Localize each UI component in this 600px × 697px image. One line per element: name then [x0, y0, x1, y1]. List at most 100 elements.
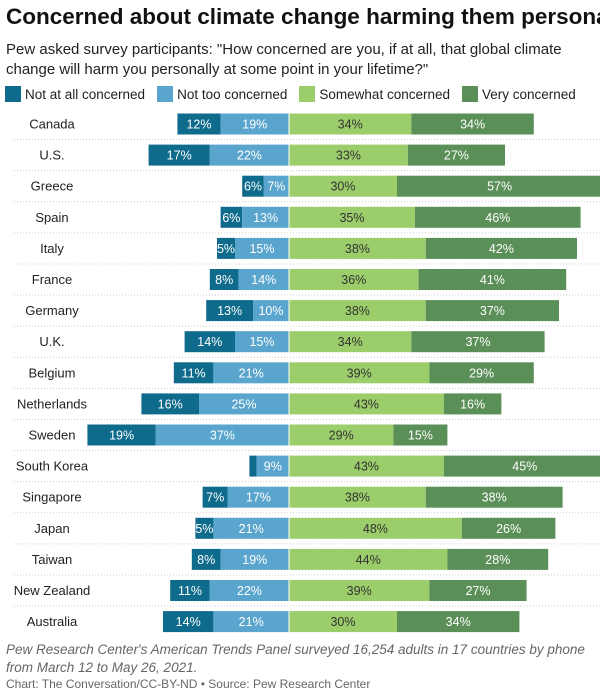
category-label: U.K. [39, 334, 64, 349]
data-label: 5% [217, 242, 235, 256]
bar-segment [155, 424, 289, 446]
data-label: 16% [158, 397, 183, 411]
category-label: Sweden [29, 428, 76, 443]
data-label: 38% [345, 491, 370, 505]
bar-segment [418, 269, 567, 290]
data-label: 6% [222, 211, 240, 225]
legend-item: Not too concerned [157, 86, 287, 102]
data-label: 34% [338, 118, 363, 132]
category-label: Singapore [22, 490, 81, 505]
data-label: 35% [339, 211, 364, 225]
bar-segment [220, 206, 243, 228]
data-label: 30% [330, 615, 355, 629]
bar-segment [289, 580, 430, 601]
bar-segment [242, 206, 289, 228]
data-label: 16% [460, 397, 485, 411]
data-label: 43% [354, 397, 379, 411]
bar-segment [235, 331, 289, 353]
footnote: Pew Research Center's American Trends Pa… [6, 642, 585, 675]
bar-segment [184, 331, 235, 353]
data-label: 48% [363, 522, 388, 536]
data-label: 7% [267, 180, 285, 194]
bar-segment [163, 611, 214, 633]
data-label: 39% [347, 366, 372, 380]
data-label: 36% [341, 273, 366, 287]
bar-segment [289, 331, 412, 353]
data-label: 39% [347, 584, 372, 598]
data-label: 21% [239, 615, 264, 629]
legend-label: Somewhat concerned [319, 86, 450, 102]
chart-title: Concerned about climate change harming t… [6, 4, 600, 29]
data-label: 29% [329, 429, 354, 443]
category-label: Australia [27, 614, 78, 629]
data-label: 9% [264, 460, 282, 474]
bar-segment [289, 424, 394, 446]
data-label: 12% [186, 118, 211, 132]
bar-segment [213, 362, 289, 384]
bar-segment [425, 300, 559, 322]
legend-item: Not at all concerned [5, 86, 145, 102]
bar-segment [289, 611, 397, 633]
data-label: 19% [242, 553, 267, 567]
category-label: Belgium [29, 365, 76, 380]
data-label: 14% [176, 615, 201, 629]
chart-subtitle: Pew asked survey participants: "How conc… [6, 41, 562, 78]
data-label: 26% [496, 522, 521, 536]
bar-segment [235, 237, 289, 259]
data-label: 42% [489, 242, 514, 256]
bar-segment [220, 113, 289, 135]
bar-segment [141, 393, 199, 415]
bar-segment [289, 486, 426, 508]
bar-segment [173, 362, 214, 384]
bar-segment [206, 300, 253, 322]
bar-segment [289, 269, 419, 290]
bar-segment [209, 269, 239, 290]
data-label: 38% [482, 491, 507, 505]
bar-segment [289, 175, 397, 197]
data-label: 8% [197, 553, 215, 567]
bar-segment [227, 486, 289, 508]
category-label: U.S. [39, 148, 64, 163]
legend-item: Somewhat concerned [299, 86, 450, 102]
bar-segment [177, 113, 221, 135]
data-label: 22% [237, 149, 262, 163]
data-label: 22% [237, 584, 262, 598]
legend-swatch [5, 86, 21, 102]
bar-segment [443, 393, 502, 415]
data-label: 34% [338, 335, 363, 349]
bar-segment [217, 237, 235, 259]
data-label: 11% [182, 366, 206, 380]
bar-segment [256, 455, 289, 477]
data-label: 33% [336, 149, 361, 163]
bar-segment [415, 206, 581, 228]
data-label: 21% [239, 366, 264, 380]
legend-swatch [157, 86, 174, 102]
data-label: 10% [258, 304, 283, 318]
bar-segment [289, 237, 426, 259]
legend-label: Not too concerned [177, 86, 288, 102]
bar-segment [425, 486, 563, 508]
bar-segment [429, 580, 527, 601]
category-label: Italy [40, 241, 64, 256]
category-label: Netherlands [17, 396, 88, 411]
bar-segment [170, 580, 210, 601]
category-label: Greece [31, 179, 74, 194]
credit: Chart: The Conversation/CC-BY-ND • Sourc… [6, 677, 371, 691]
bar-segment [397, 175, 600, 197]
bar-segment [289, 206, 415, 228]
bar-segment [411, 331, 545, 353]
data-label: 41% [480, 273, 505, 287]
bar-segment [289, 393, 444, 415]
plot-area: Canada 12% 19% 34% 34% U.S. 17% 22% 33% 27% Greece… [13, 113, 600, 633]
category-label: Japan [34, 521, 69, 536]
data-label: 13% [253, 211, 278, 225]
category-label: Taiwan [32, 552, 72, 567]
category-label: South Korea [16, 459, 89, 474]
bar-segment [195, 517, 214, 539]
data-label: 46% [485, 211, 510, 225]
data-label: 15% [249, 335, 274, 349]
legend: Not at all concerned Not too concerned S… [5, 86, 588, 102]
data-label: 6% [244, 180, 262, 194]
data-label: 27% [465, 584, 490, 598]
